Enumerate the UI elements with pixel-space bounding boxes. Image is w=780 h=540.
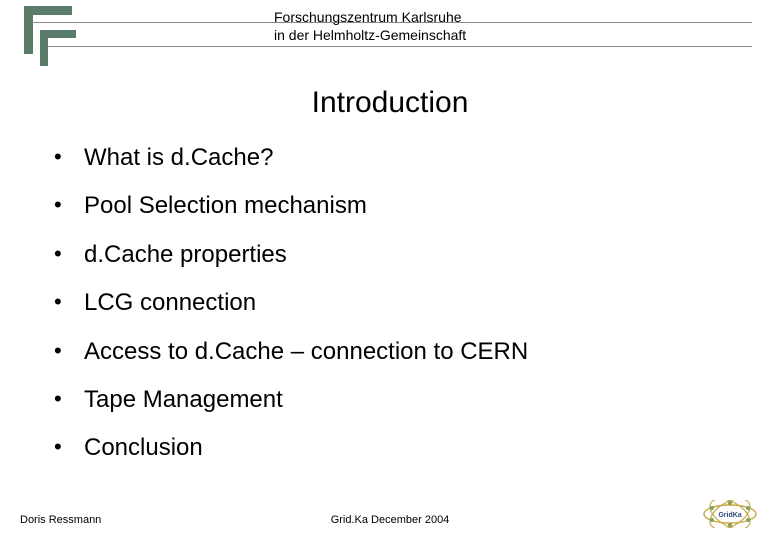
bullet-list: What is d.Cache? Pool Selection mechanis…	[0, 142, 780, 465]
footer-logo: GridKa	[700, 500, 760, 528]
org-line1: Forschungszentrum Karlsruhe	[274, 8, 466, 26]
org-line2: in der Helmholtz-Gemeinschaft	[274, 26, 466, 44]
slide-title: Introduction	[0, 86, 780, 120]
footer-author: Doris Ressmann	[20, 514, 101, 526]
slide-header: Forschungszentrum Karlsruhe in der Helmh…	[0, 0, 780, 70]
list-item: What is d.Cache?	[54, 142, 780, 174]
org-text: Forschungszentrum Karlsruhe in der Helmh…	[274, 8, 466, 44]
list-item: Pool Selection mechanism	[54, 190, 780, 222]
slide-footer: Doris Ressmann Grid.Ka December 2004 Gri…	[0, 502, 780, 526]
list-item: Conclusion	[54, 432, 780, 464]
list-item: d.Cache properties	[54, 239, 780, 271]
header-rule-2	[48, 46, 752, 47]
list-item: Tape Management	[54, 384, 780, 416]
logo-text: GridKa	[718, 512, 741, 519]
footer-center: Grid.Ka December 2004	[331, 514, 450, 526]
list-item: Access to d.Cache – connection to CERN	[54, 336, 780, 368]
list-item: LCG connection	[54, 287, 780, 319]
